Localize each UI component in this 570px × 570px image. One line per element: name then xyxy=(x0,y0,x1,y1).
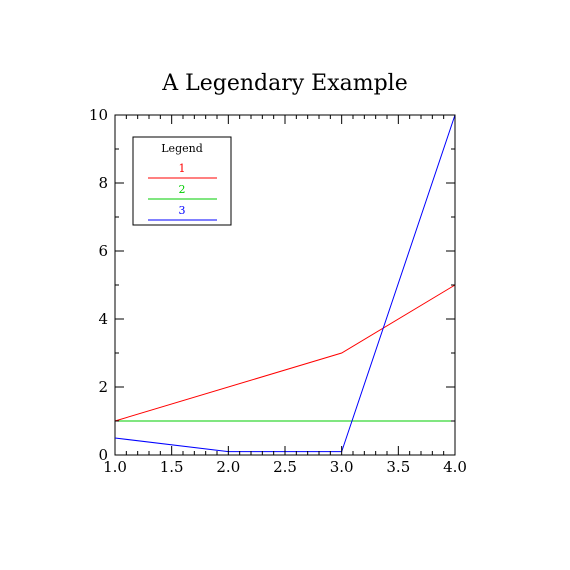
y-tick-label: 10 xyxy=(89,106,108,124)
x-tick-label: 1.0 xyxy=(103,458,127,476)
y-tick-label: 0 xyxy=(98,446,108,464)
series-line-1 xyxy=(114,284,456,422)
y-tick-label: 8 xyxy=(98,174,108,192)
y-tick-label: 6 xyxy=(98,242,108,260)
x-tick-label: 3.0 xyxy=(330,458,354,476)
chart-title: A Legendary Example xyxy=(161,71,408,96)
legend-label-2: 2 xyxy=(179,183,186,196)
legend-label-3: 3 xyxy=(179,204,186,217)
x-tick-label: 2.5 xyxy=(273,458,297,476)
x-tick-label: 4.0 xyxy=(443,458,467,476)
legend-label-1: 1 xyxy=(179,162,186,175)
legend-title: Legend xyxy=(161,142,203,155)
y-tick-label: 2 xyxy=(98,378,108,396)
x-tick-label: 1.5 xyxy=(160,458,184,476)
x-tick-label: 2.0 xyxy=(216,458,240,476)
ticks-layer: 1.0 1.5 2.0 2.5 3.0 3.5 4.0 0 2 4 6 8 10 xyxy=(89,106,467,476)
x-tick-label: 3.5 xyxy=(386,458,410,476)
legend: Legend 1 2 3 xyxy=(132,136,232,226)
legend-box xyxy=(132,136,232,226)
y-tick-label: 4 xyxy=(98,310,108,328)
